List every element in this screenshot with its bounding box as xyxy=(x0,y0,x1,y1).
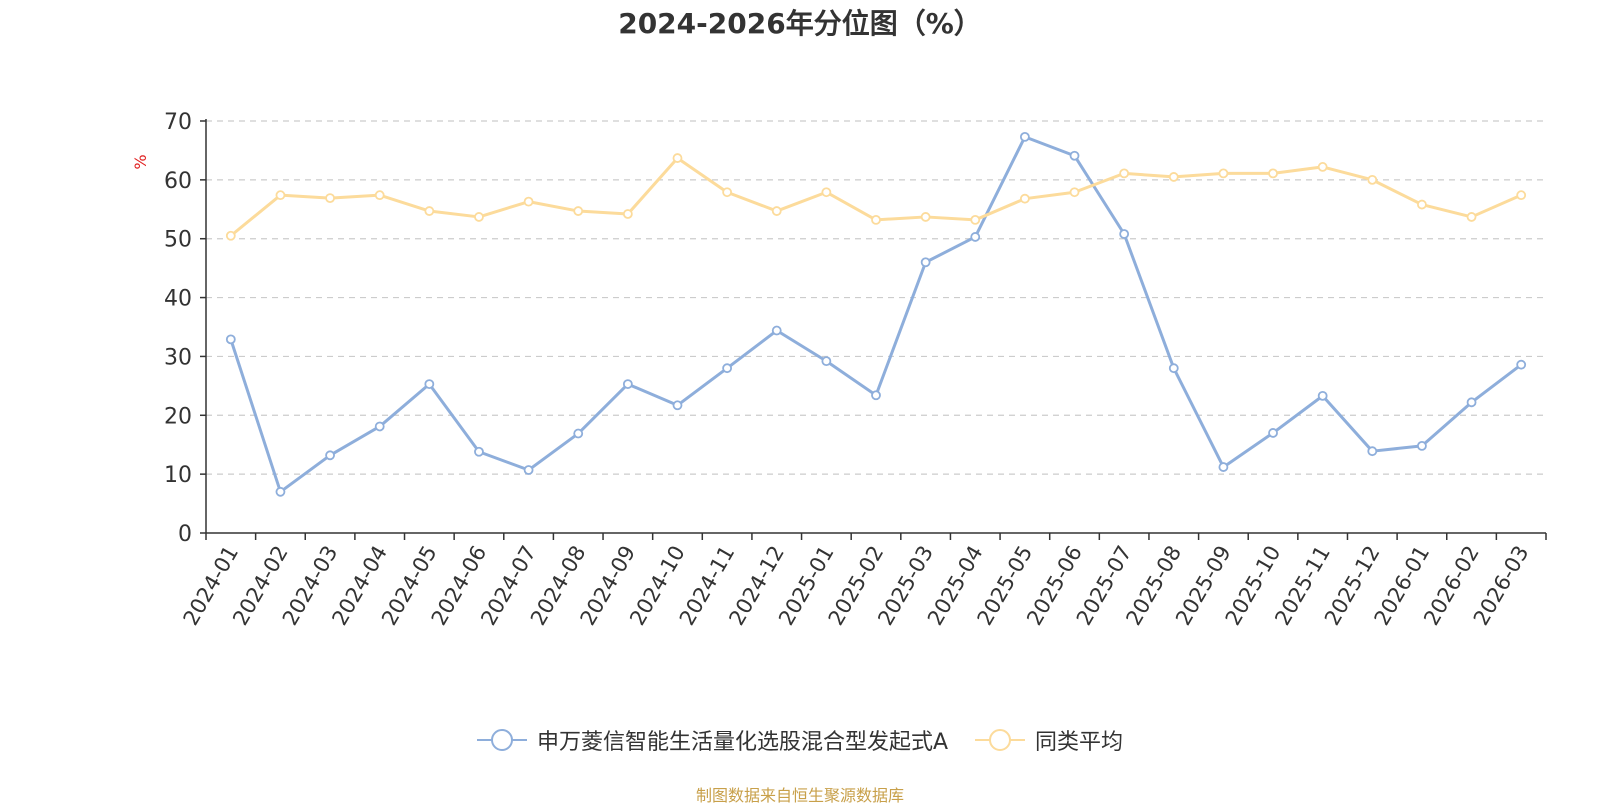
data-point xyxy=(1516,359,1527,370)
data-point xyxy=(1516,190,1527,201)
data-point xyxy=(970,232,981,242)
data-point xyxy=(1367,446,1378,457)
legend-item-average[interactable]: 同类平均 xyxy=(975,724,1123,756)
data-point xyxy=(1218,168,1229,179)
y-axis-label: % xyxy=(131,154,150,169)
data-point xyxy=(722,187,733,198)
data-point xyxy=(821,187,832,198)
source-note: 制图数据来自恒生聚源数据库 xyxy=(695,786,904,805)
data-point xyxy=(225,334,236,345)
data-point xyxy=(1069,150,1080,161)
data-point xyxy=(722,363,733,374)
legend-label-average: 同类平均 xyxy=(1035,730,1124,755)
data-point xyxy=(920,257,931,268)
legend-item-fund[interactable]: 申万菱信智能生活量化选股混合型发起式A xyxy=(476,724,949,756)
data-point xyxy=(1268,428,1278,438)
data-point xyxy=(1417,440,1427,451)
legend-swatch-average xyxy=(975,729,1026,751)
data-point xyxy=(424,206,435,216)
y-tick-label: 20 xyxy=(164,404,192,429)
y-tick-label: 60 xyxy=(164,169,192,194)
series-line-0 xyxy=(229,135,1523,494)
data-point xyxy=(1119,229,1130,239)
data-point xyxy=(970,214,981,225)
y-tick-label: 0 xyxy=(178,522,192,547)
data-point xyxy=(622,209,633,219)
axes: 0102030405060702024-012024-022024-032024… xyxy=(164,110,1547,629)
y-tick-label: 10 xyxy=(164,463,192,488)
data-point xyxy=(1019,131,1030,142)
data-point xyxy=(1466,397,1477,408)
data-point xyxy=(1168,363,1179,374)
data-point xyxy=(1367,174,1378,185)
data-point xyxy=(275,190,286,201)
data-point xyxy=(821,356,832,367)
data-point xyxy=(1119,168,1130,179)
series xyxy=(225,131,1527,497)
data-point xyxy=(573,428,584,439)
data-point xyxy=(1317,390,1328,401)
data-point xyxy=(523,196,534,207)
grid-lines xyxy=(206,120,1546,475)
y-tick-label: 50 xyxy=(164,228,192,253)
data-point xyxy=(1168,172,1179,182)
data-point xyxy=(672,153,683,163)
data-point xyxy=(622,379,633,389)
data-point xyxy=(1019,193,1030,204)
data-point xyxy=(374,421,385,432)
data-point xyxy=(771,206,782,216)
y-tick-label: 40 xyxy=(164,287,192,312)
data-point xyxy=(871,390,881,401)
data-point xyxy=(1218,462,1229,472)
data-point xyxy=(275,486,286,497)
y-tick-label: 70 xyxy=(164,110,192,135)
data-point xyxy=(325,450,335,461)
legend: 申万菱信智能生活量化选股混合型发起式A 同类平均 xyxy=(0,724,1600,759)
data-point xyxy=(225,230,236,241)
data-point xyxy=(374,190,385,201)
data-point xyxy=(1317,162,1328,172)
data-point xyxy=(1417,199,1427,210)
data-point xyxy=(920,212,931,222)
data-point xyxy=(424,379,435,389)
data-point xyxy=(325,193,335,204)
data-point xyxy=(474,446,484,457)
data-point xyxy=(672,400,683,411)
data-point xyxy=(474,212,484,222)
data-point xyxy=(871,214,881,225)
legend-label-fund: 申万菱信智能生活量化选股混合型发起式A xyxy=(536,730,949,755)
y-tick-label: 30 xyxy=(164,345,192,370)
data-point xyxy=(771,325,782,336)
data-point xyxy=(1069,187,1080,198)
legend-swatch-fund xyxy=(476,729,527,751)
data-point xyxy=(523,465,534,475)
data-point xyxy=(1466,212,1477,222)
data-point xyxy=(573,206,584,216)
data-point xyxy=(1268,168,1278,179)
chart-title: 2024-2026年分位图（%） xyxy=(618,7,982,40)
